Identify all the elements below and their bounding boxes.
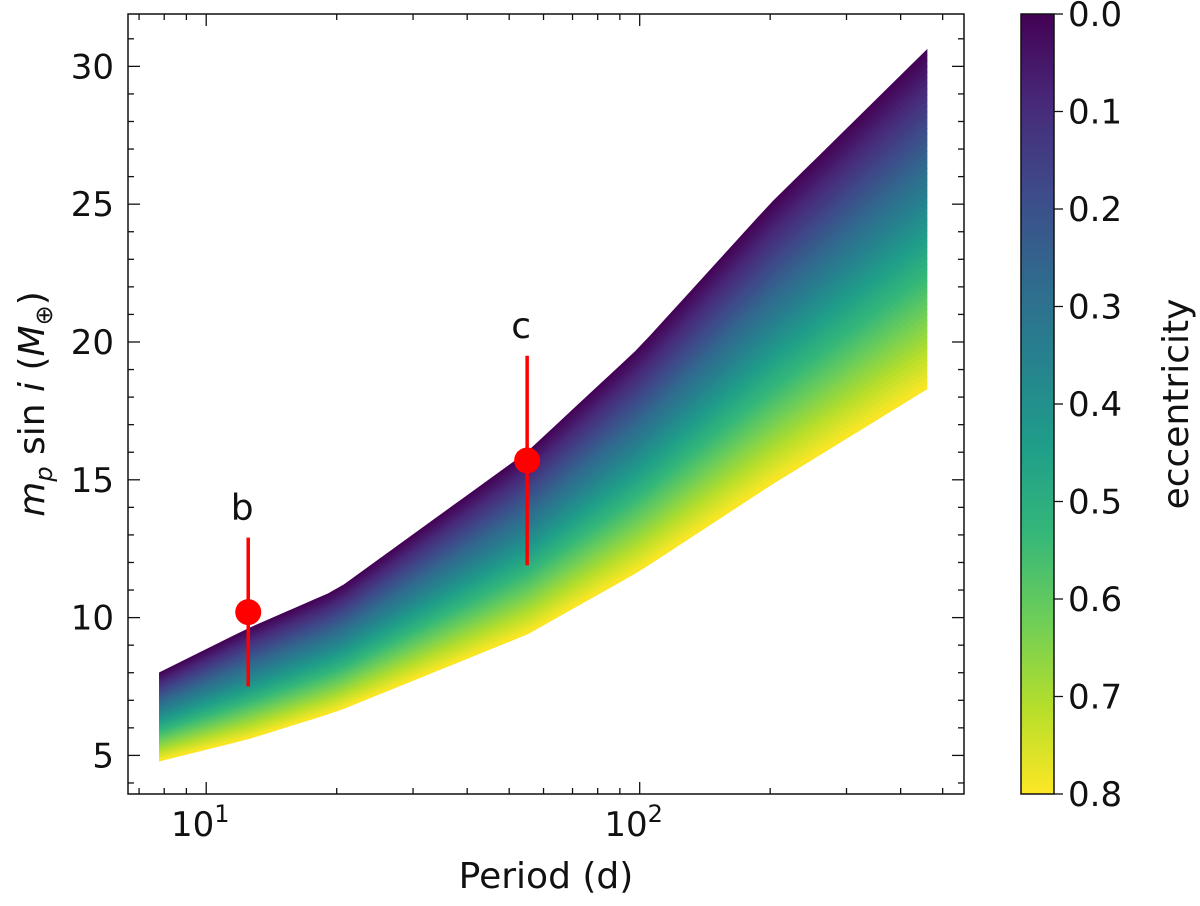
y-tick-label: 10 [71, 599, 114, 639]
x-axis-ticks: 101 102 [138, 14, 944, 845]
planet-point-c [514, 447, 541, 474]
y-axis-label: mp sin i (M⊕) [12, 291, 58, 517]
eccentricity-region [159, 48, 928, 762]
colorbar-label: eccentricity [1156, 299, 1197, 510]
colorbar-tick-label: 0.7 [1068, 678, 1122, 718]
colorbar-tick-label: 0.8 [1068, 775, 1122, 815]
y-tick-label: 20 [71, 323, 114, 363]
y-tick-label: 25 [71, 185, 114, 225]
colorbar-tick-label: 0.4 [1068, 385, 1122, 425]
errorbars [235, 355, 541, 687]
colorbar-tick-label: 0.2 [1068, 190, 1122, 230]
y-axis-ticks: 5 10 15 20 25 30 [71, 38, 964, 784]
colorbar-tick-label: 0.3 [1068, 288, 1122, 328]
colorbar-tick-label: 0.6 [1068, 580, 1122, 620]
x-tick-label: 102 [604, 800, 663, 845]
y-tick-label: 15 [71, 461, 114, 501]
plot-area [159, 48, 928, 762]
colorbar-tick-label: 0.1 [1068, 93, 1122, 133]
planet-label-c: c [511, 306, 531, 347]
colorbar-tick-label: 0.5 [1068, 483, 1122, 523]
planet-label-b: b [231, 488, 254, 529]
plot-frame [127, 13, 965, 795]
x-tick-label: 101 [171, 800, 230, 845]
y-tick-label: 30 [71, 47, 114, 87]
y-tick-label: 5 [92, 736, 114, 776]
x-axis-label: Period (d) [459, 856, 634, 897]
eccentricity-band [159, 382, 928, 762]
planet-point-b [235, 599, 262, 626]
colorbar-ticks: 0.0 0.1 0.2 0.3 0.4 0.5 0.6 0.7 0.8 [1054, 0, 1122, 815]
colorbar [1020, 13, 1055, 795]
colorbar-tick-label: 0.0 [1068, 0, 1122, 35]
